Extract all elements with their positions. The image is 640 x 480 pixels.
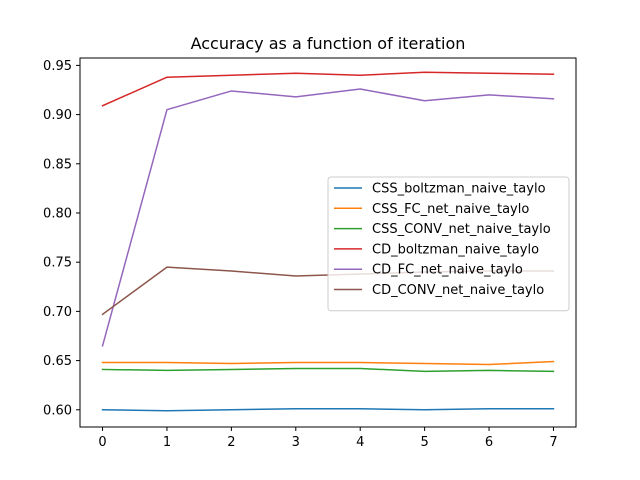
axes-layer: 0 1 2 3 4 5 6 7 0.60 0.65 0.70 0.75 0.80 0.85 0.90 0.95 [43, 57, 577, 450]
legend-label-CD_boltzman_naive_taylo: CD_boltzman_naive_taylo [372, 242, 539, 257]
series-line-CSS_FC_net_naive_taylo [101, 360, 555, 366]
series-line-CD_boltzman_naive_taylo [101, 71, 555, 107]
y-tick-label: 0.80 [43, 206, 72, 221]
y-tick-label: 0.95 [43, 59, 72, 74]
x-tick-label: 0 [98, 435, 106, 450]
y-tick-label: 0.75 [43, 256, 72, 271]
plot-frame [79, 57, 577, 428]
x-tick-label: 5 [420, 435, 428, 450]
legend-label-CD_FC_net_naive_taylo: CD_FC_net_naive_taylo [372, 263, 523, 278]
legend-box [327, 176, 570, 312]
y-tick-label: 0.90 [43, 108, 72, 123]
series-line-CSS_CONV_net_naive_taylo [101, 367, 555, 373]
x-tick-label: 2 [227, 435, 235, 450]
legend-label-CD_CONV_net_naive_taylo: CD_CONV_net_naive_taylo [372, 283, 544, 298]
y-tick-label: 0.65 [43, 354, 72, 369]
y-tick-label: 0.70 [43, 305, 72, 320]
legend-label-CSS_FC_net_naive_taylo: CSS_FC_net_naive_taylo [372, 202, 529, 217]
legend-label-CSS_boltzman_naive_taylo: CSS_boltzman_naive_taylo [372, 182, 546, 197]
y-tick-label: 0.85 [43, 157, 72, 172]
chart-title: Accuracy as a function of iteration [191, 34, 466, 53]
series-line-CD_FC_net_naive_taylo [101, 88, 555, 347]
x-tick-label: 3 [292, 435, 300, 450]
legend: CSS_boltzman_naive_taylo CSS_FC_net_naive… [327, 176, 570, 312]
y-tick-label: 0.60 [43, 403, 72, 418]
x-tick-label: 1 [163, 435, 171, 450]
x-tick-label: 6 [485, 435, 493, 450]
x-tick-label: 4 [356, 435, 364, 450]
series-line-CSS_boltzman_naive_taylo [101, 408, 555, 412]
x-tick-label: 7 [549, 435, 557, 450]
legend-label-CSS_CONV_net_naive_taylo: CSS_CONV_net_naive_taylo [372, 222, 551, 237]
